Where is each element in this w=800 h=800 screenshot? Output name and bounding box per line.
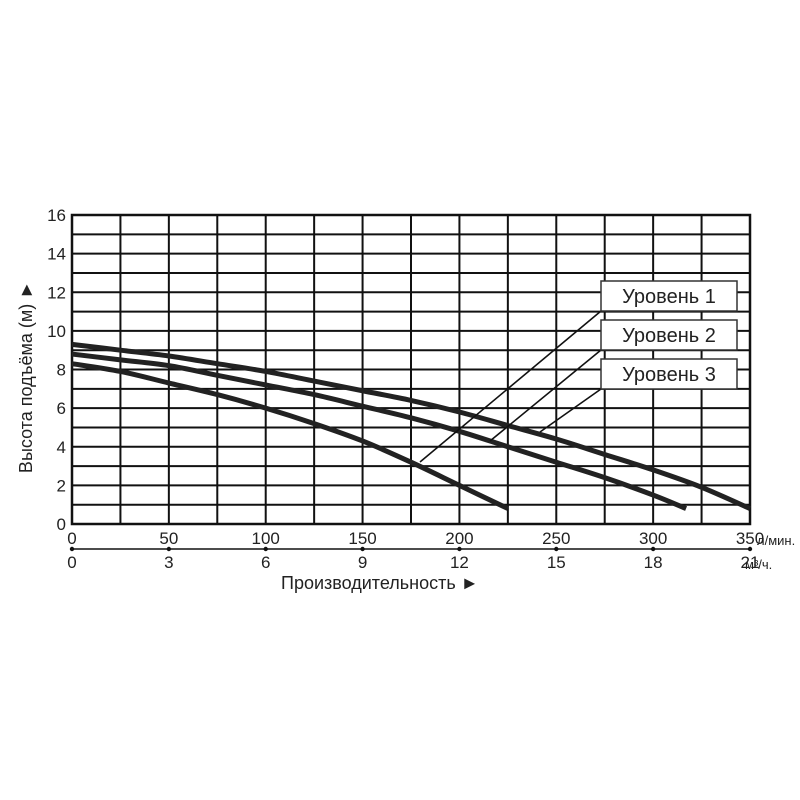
secondary-axis-tick-mark xyxy=(166,546,172,552)
x-tick-label-primary: 0 xyxy=(67,529,76,548)
legend: Уровень 1 Уровень 2 Уровень 3 xyxy=(600,280,738,390)
x-tick-label-primary: 150 xyxy=(348,529,376,548)
x-tick-label-secondary: 15 xyxy=(547,553,566,572)
x-tick-label-secondary: 0 xyxy=(67,553,76,572)
curve-level-3 xyxy=(71,361,509,511)
plot-frame xyxy=(70,213,752,526)
x-axis-secondary-unit: м³/ч. xyxy=(745,557,772,572)
x-axis-secondary-ticks: 0 3 6 9 12 15 18 21 xyxy=(67,546,760,572)
legend-label: Уровень 2 xyxy=(622,325,716,347)
x-tick-label-primary: 200 xyxy=(445,529,473,548)
legend-leader-line xyxy=(489,349,602,442)
legend-leader-line xyxy=(419,310,602,463)
legend-box xyxy=(600,280,738,312)
secondary-axis-tick-mark xyxy=(554,546,559,552)
secondary-axis-tick-mark xyxy=(457,546,462,552)
x-tick-label-secondary: 9 xyxy=(358,553,367,572)
y-tick-label: 12 xyxy=(47,283,66,302)
y-axis-ticks: 0 2 4 6 8 10 12 14 16 xyxy=(47,206,66,534)
x-axis-primary-ticks: 0 50 100 150 200 250 300 350 xyxy=(67,529,764,548)
y-tick-label: 0 xyxy=(57,515,66,534)
x-tick-label-primary: 100 xyxy=(252,529,280,548)
y-tick-label: 8 xyxy=(57,361,66,380)
y-tick-label: 10 xyxy=(47,322,66,341)
legend-label: Уровень 3 xyxy=(622,364,716,386)
curve-level-2 xyxy=(71,351,688,511)
performance-curves xyxy=(71,341,752,511)
x-tick-label-secondary: 6 xyxy=(261,553,270,572)
y-tick-label: 2 xyxy=(57,476,66,495)
x-tick-label-primary: 300 xyxy=(639,529,667,548)
x-tick-label-primary: 250 xyxy=(542,529,570,548)
y-tick-label: 4 xyxy=(57,438,66,457)
secondary-axis-tick-mark xyxy=(747,546,753,552)
x-tick-label-secondary: 18 xyxy=(644,553,663,572)
legend-leader-line xyxy=(539,388,602,433)
x-tick-label-secondary: 21 xyxy=(741,553,760,572)
x-tick-label-primary: 350 xyxy=(736,529,764,548)
legend-box xyxy=(600,319,738,351)
x-tick-label-primary: 50 xyxy=(159,529,178,548)
x-tick-label-secondary: 12 xyxy=(450,553,469,572)
y-tick-label: 6 xyxy=(57,399,66,418)
legend-leader-lines xyxy=(419,310,602,463)
x-axis-primary-unit: л/мин. xyxy=(757,533,795,548)
secondary-axis-tick-mark xyxy=(69,546,75,552)
legend-label: Уровень 1 xyxy=(622,286,716,308)
x-tick-label-secondary: 3 xyxy=(164,553,173,572)
secondary-axis-tick-mark xyxy=(360,546,365,552)
secondary-axis-tick-mark xyxy=(263,546,268,552)
x-axis-title: Производительность ► xyxy=(281,573,479,593)
y-tick-label: 16 xyxy=(47,206,66,225)
curve-level-1 xyxy=(71,341,752,511)
legend-box xyxy=(600,358,738,390)
y-tick-label: 14 xyxy=(47,245,66,264)
y-axis-title: Высота подъёма (м) ► xyxy=(16,281,36,473)
secondary-axis-tick-mark xyxy=(650,546,656,552)
